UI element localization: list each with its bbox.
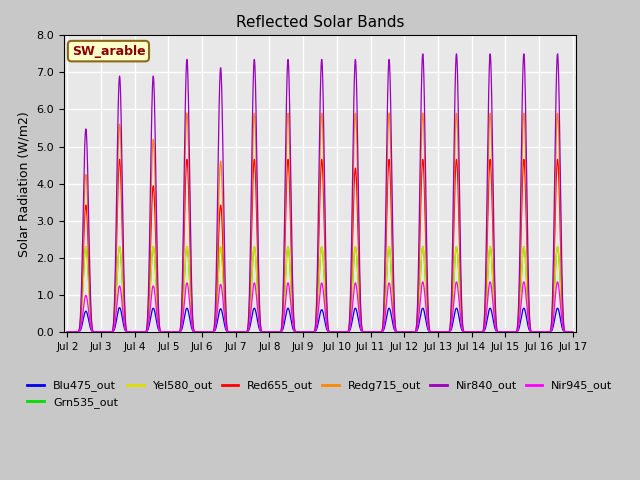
Nir945_out (436, 329, 444, 335)
Nir945_out (419, 279, 427, 285)
Red655_out (436, 329, 444, 335)
Yel580_out (79, 297, 86, 303)
Nir945_out (277, 329, 285, 335)
Nir945_out (96, 329, 104, 335)
Yel580_out (277, 329, 285, 335)
Grn535_out (79, 297, 86, 303)
Text: SW_arable: SW_arable (72, 45, 145, 58)
Nir945_out (328, 329, 336, 335)
Nir945_out (63, 329, 71, 335)
Redg715_out (63, 329, 71, 335)
Blu475_out (367, 329, 375, 335)
Nir945_out (569, 329, 577, 335)
Redg715_out (569, 329, 577, 335)
Line: Blu475_out: Blu475_out (67, 308, 573, 332)
Line: Grn535_out: Grn535_out (67, 247, 573, 332)
Grn535_out (63, 329, 71, 335)
Grn535_out (97, 329, 104, 335)
Legend: Blu475_out, Grn535_out, Yel580_out, Red655_out, Redg715_out, Nir840_out, Nir945_: Blu475_out, Grn535_out, Yel580_out, Red6… (23, 376, 617, 412)
Grn535_out (367, 329, 375, 335)
Grn535_out (436, 329, 444, 335)
Red655_out (328, 329, 336, 335)
Title: Reflected Solar Bands: Reflected Solar Bands (236, 15, 404, 30)
Blu475_out (328, 329, 336, 335)
Redg715_out (183, 110, 191, 116)
Yel580_out (82, 244, 90, 250)
Nir840_out (96, 329, 104, 335)
Line: Red655_out: Red655_out (67, 159, 573, 332)
Grn535_out (569, 329, 577, 335)
Nir840_out (569, 329, 577, 335)
Yel580_out (569, 329, 577, 335)
Nir945_out (79, 315, 86, 321)
Red655_out (367, 329, 375, 335)
Yel580_out (63, 329, 71, 335)
Redg715_out (328, 329, 336, 335)
Yel580_out (367, 329, 375, 335)
Nir840_out (277, 328, 285, 334)
Redg715_out (96, 329, 104, 335)
Nir840_out (367, 329, 375, 335)
Line: Redg715_out: Redg715_out (67, 113, 573, 332)
Yel580_out (328, 329, 336, 335)
Yel580_out (436, 329, 444, 335)
Nir840_out (328, 329, 336, 335)
Blu475_out (96, 329, 104, 335)
Yel580_out (97, 329, 104, 335)
Line: Yel580_out: Yel580_out (67, 247, 573, 332)
Nir840_out (436, 329, 444, 335)
Blu475_out (277, 329, 285, 335)
Nir945_out (367, 329, 375, 335)
Grn535_out (277, 329, 285, 335)
Blu475_out (79, 321, 86, 327)
Redg715_out (277, 328, 285, 334)
Y-axis label: Solar Radiation (W/m2): Solar Radiation (W/m2) (18, 111, 31, 256)
Redg715_out (367, 329, 375, 335)
Nir840_out (63, 329, 71, 335)
Line: Nir945_out: Nir945_out (67, 282, 573, 332)
Line: Nir840_out: Nir840_out (67, 54, 573, 332)
Redg715_out (79, 270, 86, 276)
Nir840_out (419, 51, 427, 57)
Grn535_out (82, 244, 90, 250)
Blu475_out (63, 329, 71, 335)
Red655_out (63, 329, 71, 335)
Blu475_out (569, 329, 577, 335)
Blu475_out (436, 329, 444, 335)
Blu475_out (116, 305, 124, 311)
Red655_out (96, 329, 104, 335)
Nir840_out (79, 253, 86, 259)
Redg715_out (436, 329, 444, 335)
Red655_out (277, 328, 285, 334)
Red655_out (79, 282, 86, 288)
Grn535_out (328, 329, 336, 335)
Red655_out (116, 156, 124, 162)
Red655_out (569, 329, 577, 335)
